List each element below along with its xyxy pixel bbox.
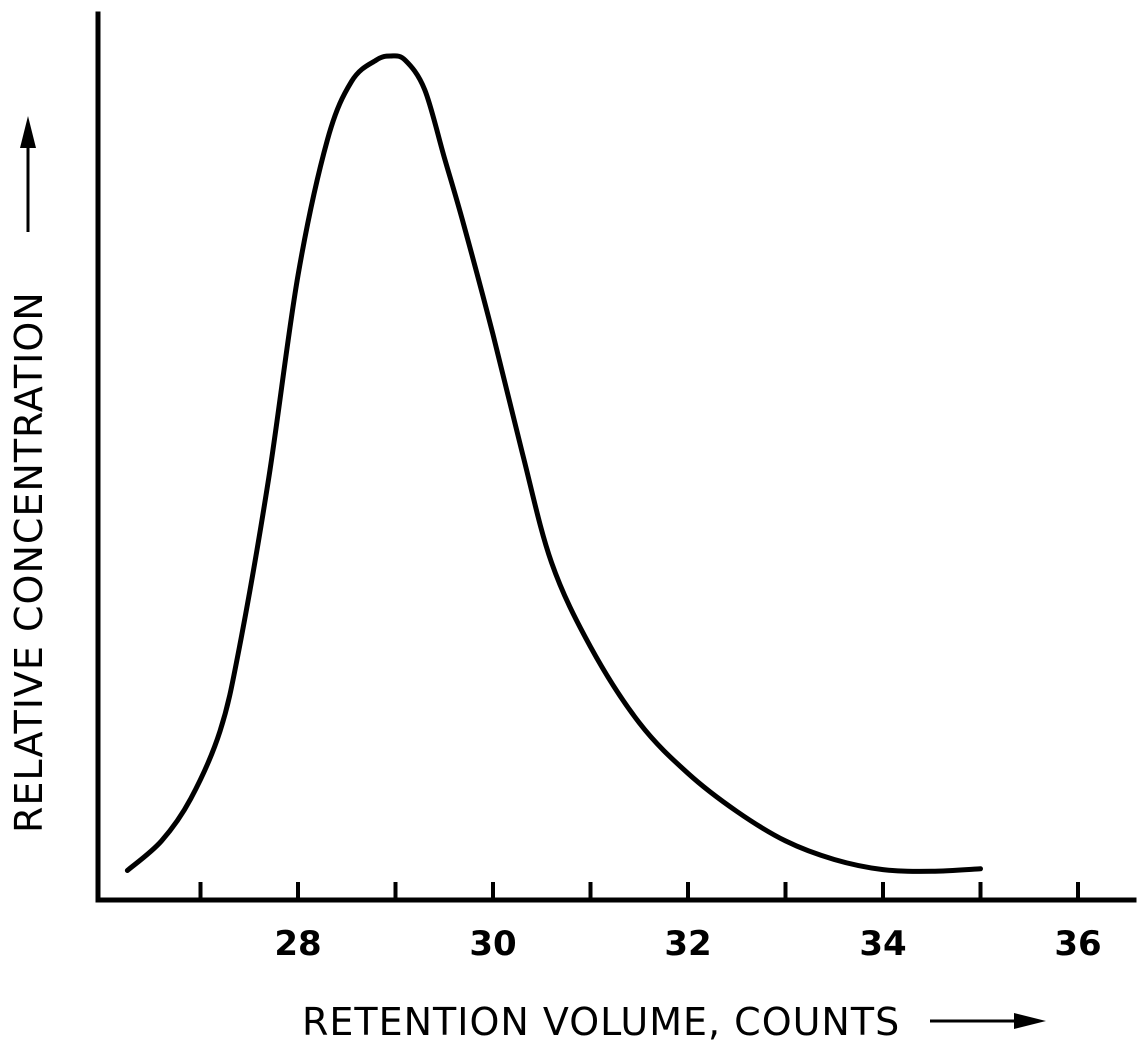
y-axis-arrow-icon xyxy=(20,116,36,148)
x-tick-labels: 28 30 32 34 36 xyxy=(274,924,1101,964)
y-axis-title: RELATIVE CONCENTRATION xyxy=(7,116,51,833)
x-tick-label-36: 36 xyxy=(1054,924,1101,964)
y-axis-label: RELATIVE CONCENTRATION xyxy=(7,291,51,833)
x-axis-arrow-icon xyxy=(1014,1013,1046,1029)
x-tick-label-32: 32 xyxy=(664,924,711,964)
x-tick-label-30: 30 xyxy=(469,924,516,964)
x-axis-label: RETENTION VOLUME, COUNTS xyxy=(302,1000,900,1044)
x-axis: 28 30 32 34 36 xyxy=(95,882,1137,964)
concentration-curve xyxy=(124,53,983,874)
x-tick-label-34: 34 xyxy=(859,924,906,964)
x-tick-label-28: 28 xyxy=(274,924,321,964)
x-axis-title: RETENTION VOLUME, COUNTS xyxy=(302,1000,1046,1044)
x-ticks xyxy=(198,882,1080,900)
